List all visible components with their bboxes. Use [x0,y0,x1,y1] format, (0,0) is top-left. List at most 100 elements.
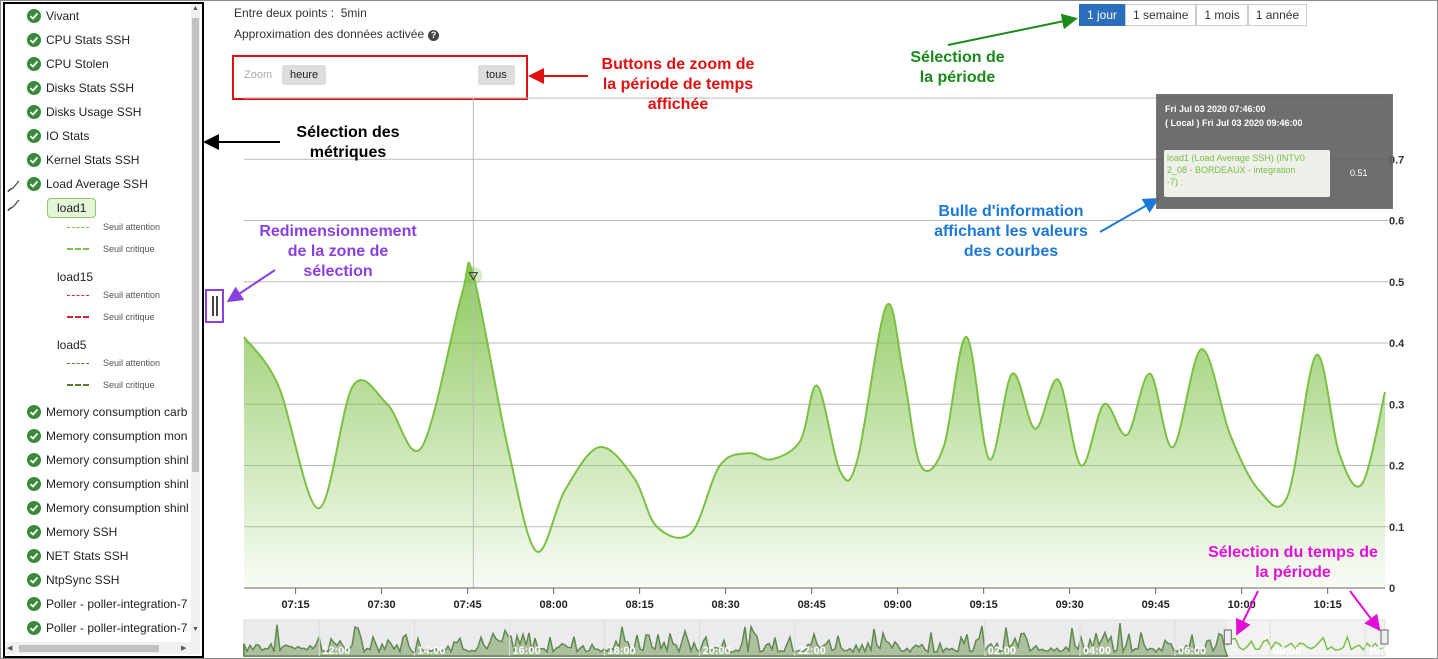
sidebar-hscroll-thumb[interactable] [19,645,159,652]
sidebar-metric-item[interactable]: Load Average SSH [27,174,148,194]
load-subitem-load15[interactable]: load15 [57,270,94,284]
metric-label: IO Stats [46,129,90,143]
sidebar-metric-item[interactable]: Kernel Stats SSH [27,150,139,170]
check-circle-icon[interactable] [27,573,41,587]
y-tick-label: 0.4 [1389,338,1405,350]
sidebar-metric-item[interactable]: Memory consumption shinl [27,474,189,494]
threshold-label: Seuil critique [103,312,155,322]
sidebar-metric-item[interactable]: CPU Stolen [27,54,109,74]
navigator-left-handle[interactable] [1223,629,1232,645]
navigator-right-handle[interactable] [1380,629,1389,645]
check-circle-icon[interactable] [27,57,41,71]
sidebar-metric-item[interactable]: IO Stats [27,126,89,146]
sidebar-metric-item[interactable]: NET Stats SSH [27,546,128,566]
annotation-zoom-buttons: Buttons de zoom de la période de temps a… [590,55,766,115]
tooltip-series-line-1: load1 (Load Average SSH) (INTV0 [1167,153,1305,163]
metric-label: CPU Stats SSH [46,33,131,47]
annotation-line: la période de temps [602,76,754,93]
zoom-label: Zoom [244,69,273,81]
scroll-up-arrow-icon[interactable]: ▲ [192,5,199,12]
zoom-controls: Zoom heure tous [232,55,528,100]
scroll-right-arrow-icon[interactable]: ▶ [181,645,187,652]
check-circle-icon[interactable] [27,525,41,539]
x-tick-label: 07:45 [454,599,482,611]
check-circle-icon[interactable] [27,597,41,611]
annotation-line: Buttons de zoom de [601,56,755,73]
annotation-resize: Redimensionnement de la zone de sélectio… [240,222,436,282]
navigator-selected-series [1226,634,1384,652]
sidebar-metric-item[interactable]: Poller - poller-integration-7 [27,594,187,614]
check-circle-icon[interactable] [27,549,41,563]
sidebar-metric-item[interactable]: Disks Usage SSH [27,102,141,122]
sidebar-metric-item[interactable]: Poller - poller-integration-7 [27,618,187,638]
check-circle-icon[interactable] [27,429,41,443]
check-circle-icon[interactable] [27,477,41,491]
period-button[interactable]: 1 jour [1079,4,1126,26]
interval-label: Entre deux points : [234,6,335,20]
brush-icon[interactable] [7,179,21,193]
navigator-tick-label: 20:00 [703,645,731,657]
threshold-critique: Seuil critique [67,242,155,256]
navigator-series [243,623,1229,657]
check-circle-icon[interactable] [27,177,41,191]
navigator-tick-label: 10:00 [1368,645,1396,657]
sidebar-metric-item[interactable]: Memory consumption shinl [27,450,189,470]
sidebar-metric-item[interactable]: Disks Stats SSH [27,78,134,98]
load-subitem-load1[interactable]: load1 [47,198,97,218]
check-circle-icon[interactable] [27,405,41,419]
scroll-left-arrow-icon[interactable]: ◀ [7,645,13,652]
check-circle-icon[interactable] [27,9,41,23]
tooltip-series-line-2: 2_08 - BORDEAUX - integration [1167,165,1296,175]
sidebar-metric-item[interactable]: NtpSync SSH [27,570,119,590]
navigator-tick-label: 16:00 [512,645,540,657]
metric-label: NET Stats SSH [46,549,129,563]
metric-label: NtpSync SSH [46,573,120,587]
hover-marker-icon [468,272,479,281]
threshold-label: Seuil critique [103,244,155,254]
sidebar-resize-handle[interactable] [205,289,224,323]
sidebar-metric-item[interactable]: Memory consumption mon [27,426,187,446]
scroll-down-arrow-icon[interactable]: ▼ [192,626,199,633]
threshold-attention: Seuil attention [67,220,160,234]
check-circle-icon[interactable] [27,81,41,95]
zoom-all-button[interactable]: tous [478,65,515,85]
zoom-hour-button[interactable]: heure [282,65,327,85]
check-circle-icon[interactable] [27,453,41,467]
help-icon[interactable]: ? [428,30,440,41]
x-tick-label: 09:30 [1056,599,1084,611]
resize-grip-icon [211,296,218,316]
sidebar-vertical-scrollbar[interactable]: ▲ ▼ [191,4,200,654]
period-button[interactable]: 1 semaine [1125,4,1197,26]
x-axis-ticks: 07:15 07:30 07:45 08:00 08:15 08:30 08:45 09:00… [282,588,1342,611]
sidebar-metric-item[interactable]: Memory consumption carb [27,402,187,422]
period-button[interactable]: 1 mois [1196,4,1248,26]
annotation-line: de la zone de [287,243,389,260]
x-tick-label: 09:15 [970,599,998,611]
annotation-tooltip-bubble: Bulle d'information affichant les valeur… [920,202,1102,262]
check-circle-icon[interactable] [27,621,41,635]
check-circle-icon[interactable] [27,105,41,119]
navigator-tick-label: 18:00 [608,645,636,657]
sidebar-horizontal-scrollbar[interactable]: ◀ ▶ [5,642,191,654]
check-circle-icon[interactable] [27,129,41,143]
check-circle-icon[interactable] [27,33,41,47]
x-tick-label: 08:15 [626,599,654,611]
sidebar-metric-item[interactable]: CPU Stats SSH [27,30,130,50]
check-circle-icon[interactable] [27,153,41,167]
x-tick-label: 10:15 [1314,599,1342,611]
sidebar-metric-item[interactable]: Memory consumption shinl [27,498,189,518]
check-circle-icon[interactable] [27,501,41,515]
navigator-tick-label: 02:00 [988,645,1016,657]
brush-icon[interactable] [7,198,21,212]
navigator-tick-label: 12:00 [322,645,350,657]
sidebar-metric-item[interactable]: Memory SSH [27,522,117,542]
load-subitem-load5[interactable]: load5 [57,338,87,352]
sidebar-metric-item[interactable]: Vivant [27,6,79,26]
metric-label: Disks Usage SSH [46,105,142,119]
tooltip-series-line-3: -7) : [1167,177,1184,187]
sidebar-scroll-thumb[interactable] [192,18,199,472]
metric-label: Load Average SSH [46,177,148,191]
annotation-line: Sélection du temps de [1208,544,1378,561]
period-button[interactable]: 1 année [1247,4,1308,26]
